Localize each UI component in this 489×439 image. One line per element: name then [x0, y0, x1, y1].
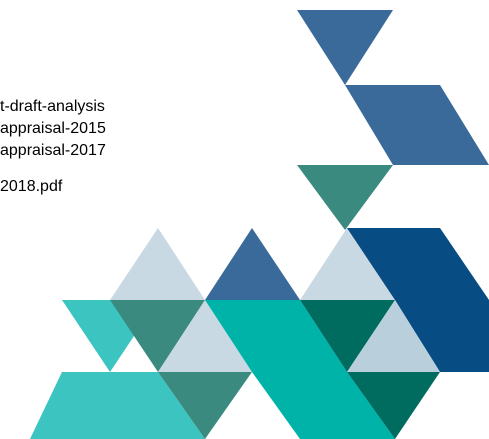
text-line: appraisal-2015	[0, 120, 106, 138]
triangle	[297, 165, 393, 230]
text-line: 2018.pdf	[0, 178, 62, 196]
text-line: appraisal-2017	[0, 142, 106, 160]
triangle	[297, 10, 393, 85]
shape	[345, 85, 489, 165]
text-line: t-draft-analysis	[0, 98, 105, 116]
triangle	[110, 228, 205, 300]
triangle	[205, 228, 300, 300]
slide: t-draft-analysis appraisal-2015 appraisa…	[0, 0, 489, 439]
decoration	[0, 0, 489, 439]
